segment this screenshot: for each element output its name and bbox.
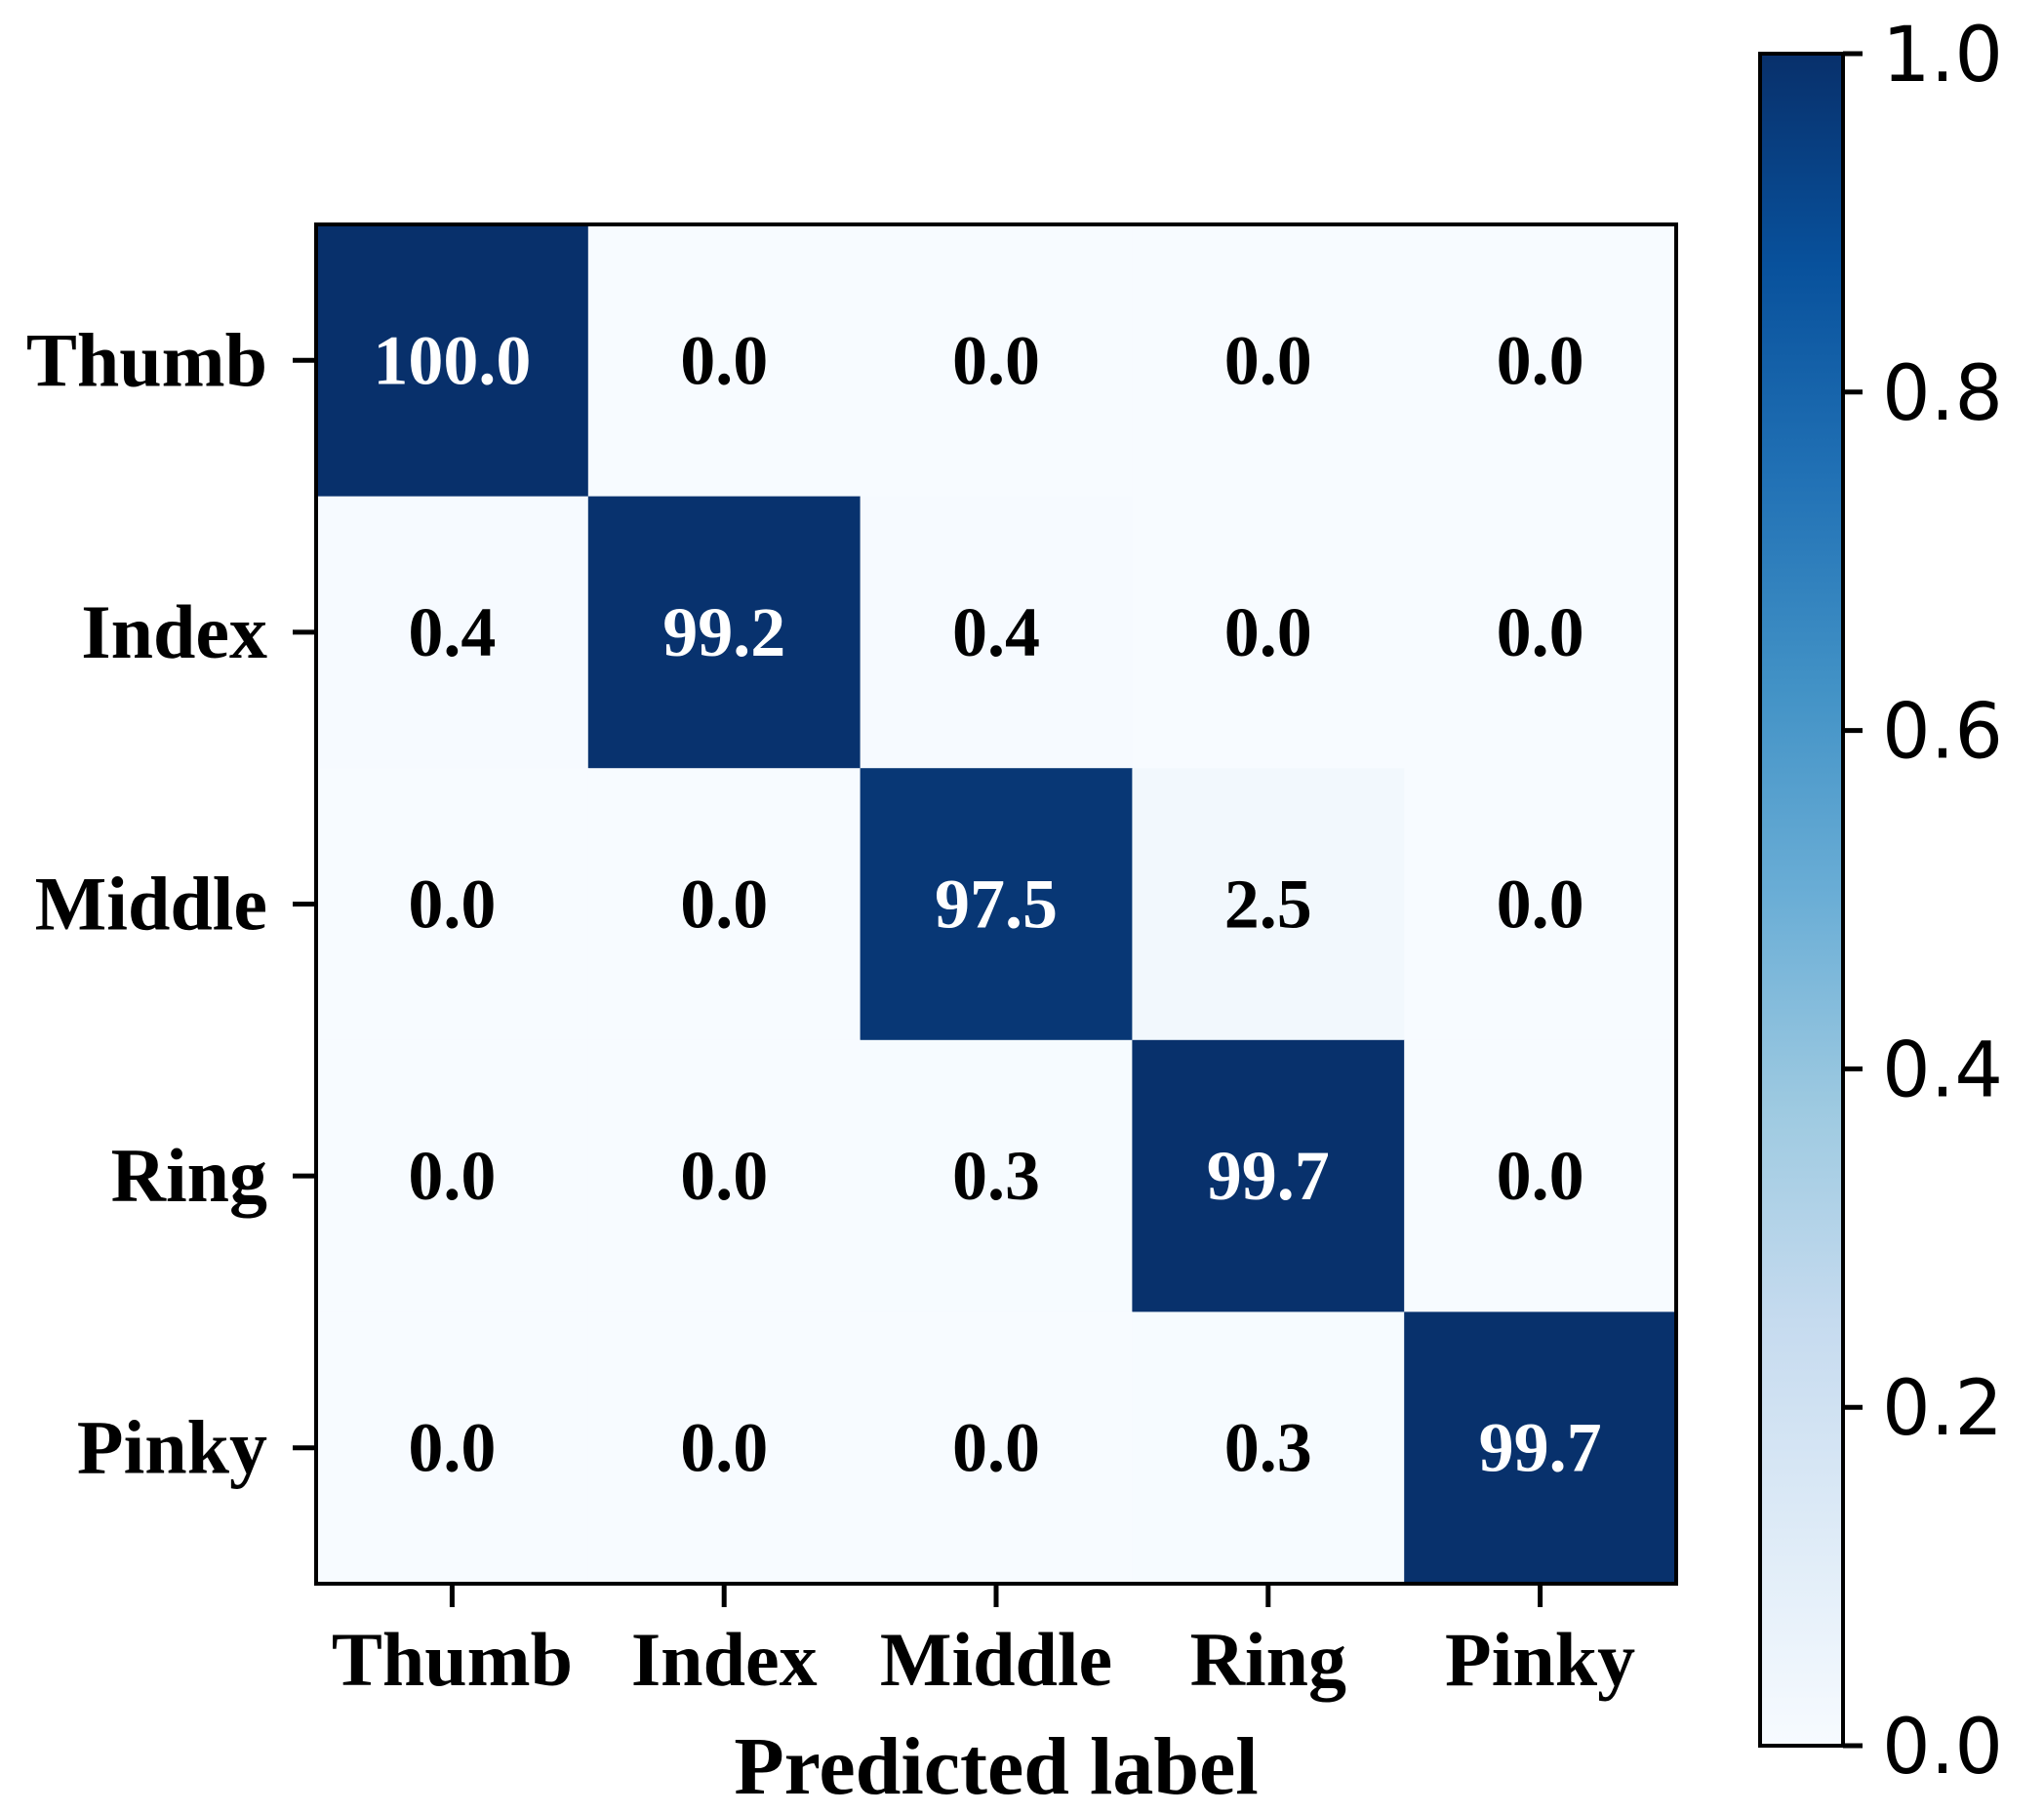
cell-value-label: 0.0 xyxy=(408,866,496,944)
heatmap-cell xyxy=(1132,224,1405,498)
heatmap-cell xyxy=(587,768,862,1041)
cell-value-label: 0.0 xyxy=(680,1409,768,1487)
cell-value-label: 0.0 xyxy=(952,321,1040,399)
y-tick-label: Thumb xyxy=(26,317,267,402)
x-tick-label: Index xyxy=(631,1617,818,1702)
heatmap-cell xyxy=(1132,768,1405,1041)
heatmap-cell xyxy=(1404,496,1677,769)
cell-value-label: 0.0 xyxy=(1497,866,1584,944)
cell-value-label: 0.4 xyxy=(952,593,1040,671)
cell-value-label: 0.3 xyxy=(1224,1409,1312,1487)
cell-value-label: 99.7 xyxy=(1479,1409,1602,1487)
x-tick-label: Middle xyxy=(880,1617,1112,1702)
heatmap-cell xyxy=(1404,768,1677,1041)
colorbar-tick-label: 0.2 xyxy=(1882,1365,2003,1453)
heatmap-cell xyxy=(587,224,862,498)
colorbar-frame xyxy=(1758,52,1845,1748)
cell-value-label: 99.2 xyxy=(662,593,785,671)
cell-value-label: 0.0 xyxy=(1497,1137,1584,1215)
colorbar-ticks: 0.0 0.2 0.4 0.6 0.8 1.0 xyxy=(1843,12,2003,1792)
colorbar-tick-label: 0.0 xyxy=(1882,1704,2003,1792)
heatmap-cell xyxy=(316,496,589,769)
x-tick-label: Thumb xyxy=(332,1617,573,1702)
heatmap-cell-labels: 100.0 0.0 0.0 0.0 0.0 0.4 99.2 0.4 0.0 0.0 0.0 0.0 9… xyxy=(373,321,1601,1486)
heatmap-cell xyxy=(860,496,1133,769)
x-tick-label: Ring xyxy=(1190,1617,1346,1702)
cell-value-label: 0.0 xyxy=(1497,593,1584,671)
heatmap-cell xyxy=(1132,1311,1405,1585)
x-axis-title: Predicted label xyxy=(734,1721,1258,1812)
heatmap-cell xyxy=(587,1039,862,1312)
heatmap-cells xyxy=(316,224,1677,1585)
cell-value-label: 0.0 xyxy=(1497,321,1584,399)
heatmap-cell xyxy=(587,496,862,769)
heatmap-cell xyxy=(1132,1039,1405,1312)
colorbar-tick-label: 0.4 xyxy=(1882,1027,2003,1114)
heatmap-cell xyxy=(860,768,1133,1041)
cell-value-label: 0.0 xyxy=(680,321,768,399)
heatmap-cell xyxy=(1404,1311,1677,1585)
heatmap-cell xyxy=(316,1039,589,1312)
y-tick-label: Middle xyxy=(35,862,267,947)
colorbar-tick-label: 0.8 xyxy=(1882,350,2003,438)
heatmap-cell xyxy=(1132,496,1405,769)
colorbar-gradient xyxy=(1760,54,1843,1746)
cell-value-label: 0.4 xyxy=(408,593,496,671)
cell-value-label: 99.7 xyxy=(1207,1137,1330,1215)
heatmap-cell xyxy=(860,224,1133,498)
cell-value-label: 2.5 xyxy=(1224,866,1312,944)
heatmap-cell xyxy=(316,224,589,498)
y-tick-label: Pinky xyxy=(77,1405,267,1490)
heatmap-cell xyxy=(860,1039,1133,1312)
heatmap-cell xyxy=(860,1311,1133,1585)
colorbar-tick-label: 1.0 xyxy=(1882,12,2003,100)
heatmap-cell xyxy=(587,1311,862,1585)
cell-value-label: 0.0 xyxy=(408,1137,496,1215)
heatmap-cell xyxy=(1404,1039,1677,1312)
cell-value-label: 100.0 xyxy=(373,321,531,399)
heatmap-cell xyxy=(1404,224,1677,498)
colorbar-tick-label: 0.6 xyxy=(1882,689,2003,777)
cell-value-label: 0.0 xyxy=(680,866,768,944)
y-axis: Thumb Index Middle Ring Pinky xyxy=(26,317,316,1490)
x-tick-label: Pinky xyxy=(1445,1617,1635,1702)
y-tick-label: Ring xyxy=(111,1133,267,1218)
cell-value-label: 0.0 xyxy=(1224,593,1312,671)
cell-value-label: 97.5 xyxy=(935,866,1058,944)
x-axis: Thumb Index Middle Ring Pinky xyxy=(332,1584,1635,1702)
heatmap-cell xyxy=(316,1311,589,1585)
cell-value-label: 0.0 xyxy=(1224,321,1312,399)
y-tick-label: Index xyxy=(81,589,267,674)
cell-value-label: 0.0 xyxy=(408,1409,496,1487)
colorbar: 0.0 0.2 0.4 0.6 0.8 1.0 xyxy=(1758,12,2003,1792)
cell-value-label: 0.3 xyxy=(952,1137,1040,1215)
cell-value-label: 0.0 xyxy=(952,1409,1040,1487)
heatmap-cell xyxy=(316,768,589,1041)
cell-value-label: 0.0 xyxy=(680,1137,768,1215)
